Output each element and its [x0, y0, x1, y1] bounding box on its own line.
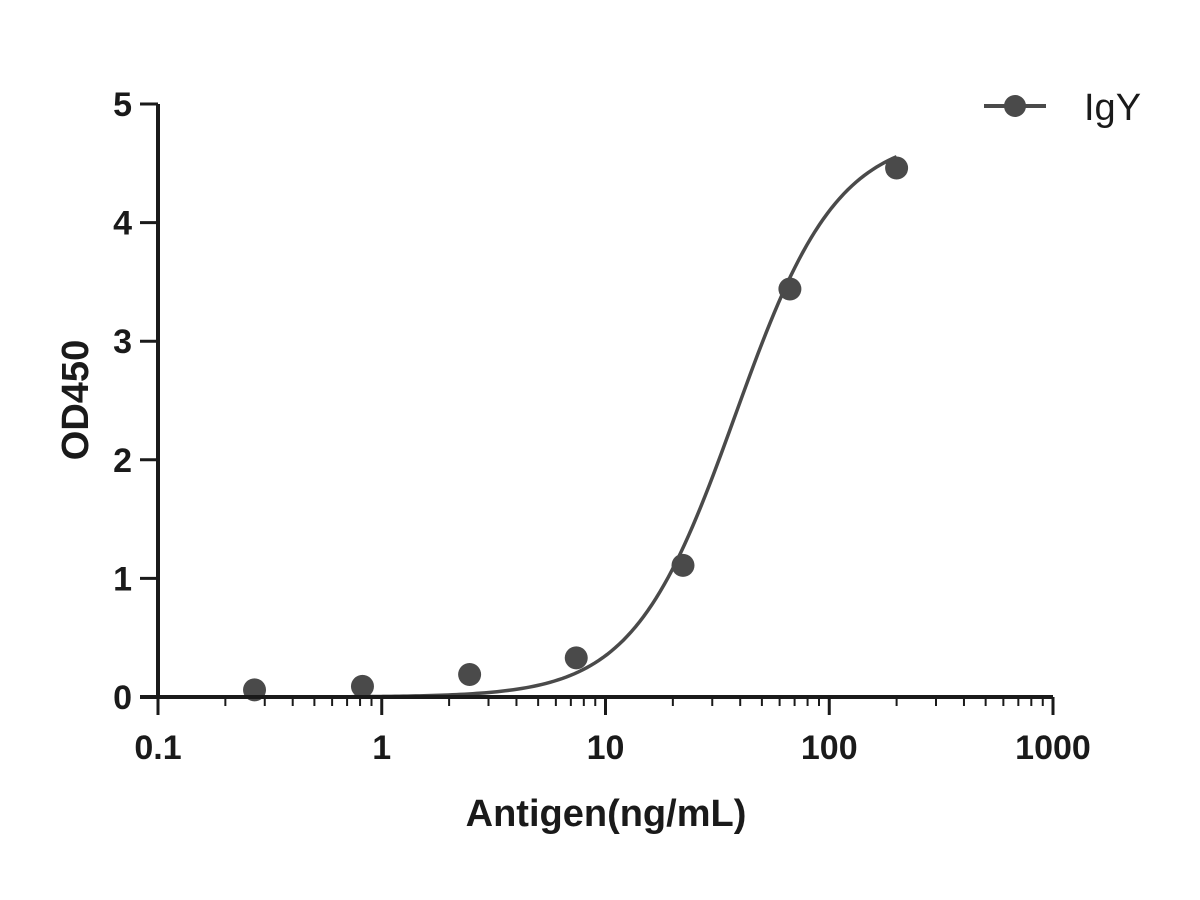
y-axis-title: OD450 — [55, 340, 97, 460]
legend-label-igy: IgY — [1084, 87, 1141, 129]
x-tick-label: 1000 — [1015, 729, 1091, 767]
x-tick-label: 10 — [587, 729, 625, 767]
y-axis-ticks: 0 1 2 3 4 5 — [113, 86, 158, 717]
x-tick-label: 1 — [372, 729, 391, 767]
fit-curve-igy — [244, 155, 898, 699]
y-tick-label: 5 — [113, 86, 132, 124]
x-axis-title: Antigen(ng/mL) — [466, 793, 747, 835]
data-point — [671, 553, 695, 577]
x-tick-label: 0.1 — [134, 729, 181, 767]
y-tick-label: 4 — [113, 205, 132, 243]
data-point — [778, 277, 802, 301]
data-point — [458, 662, 482, 686]
fit-curve-layer — [244, 155, 898, 699]
legend-marker-icon — [1004, 95, 1026, 117]
y-tick-label: 2 — [113, 442, 132, 480]
data-point — [350, 674, 374, 698]
legend: IgY — [984, 87, 1141, 129]
data-point — [885, 156, 909, 180]
x-tick-label: 100 — [801, 729, 858, 767]
data-point — [564, 646, 588, 670]
y-tick-label: 0 — [113, 679, 132, 717]
y-tick-label: 3 — [113, 323, 132, 361]
data-points-layer — [243, 156, 909, 702]
x-axis-ticks: 0.1 1 10 100 1000 — [134, 697, 1091, 767]
y-tick-label: 1 — [113, 560, 132, 598]
